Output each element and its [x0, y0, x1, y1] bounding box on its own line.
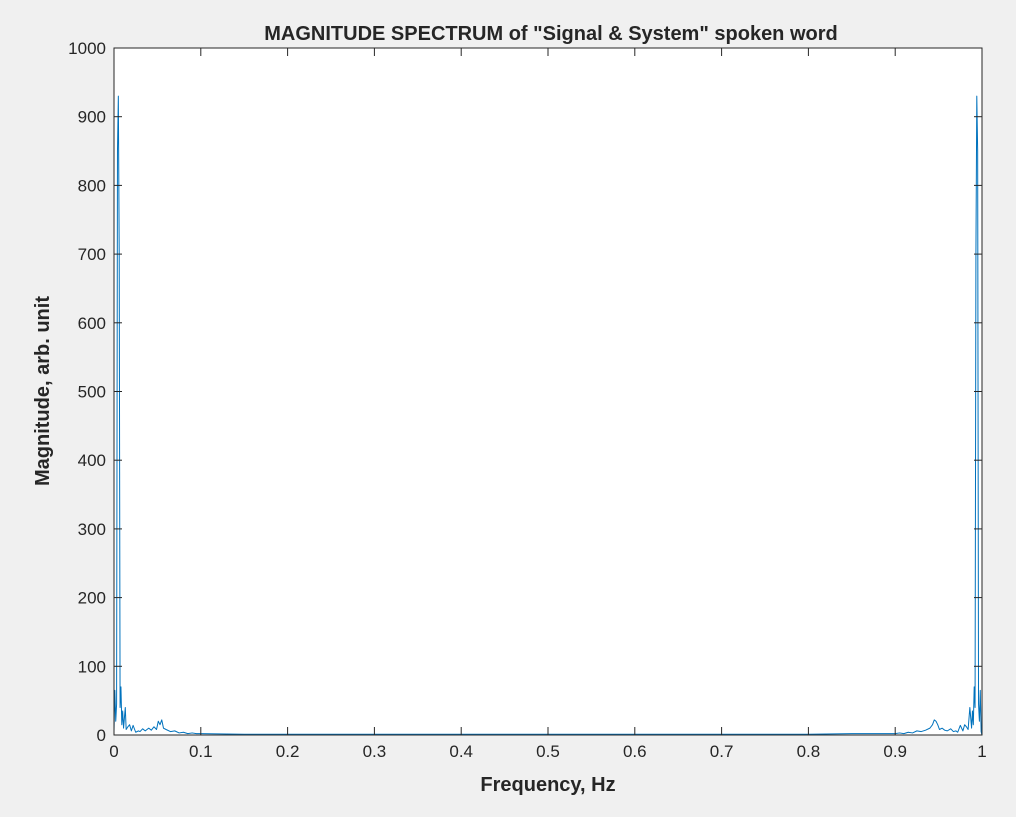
plot-area — [114, 48, 982, 735]
x-tick-label: 0.7 — [710, 742, 734, 761]
x-tick-label: 0.9 — [883, 742, 907, 761]
y-tick-label: 400 — [78, 451, 106, 470]
x-tick-label: 1 — [977, 742, 986, 761]
x-axis-label: Frequency, Hz — [480, 774, 615, 796]
y-tick-label: 300 — [78, 520, 106, 539]
x-tick-label: 0.4 — [449, 742, 473, 761]
x-tick-label: 0.1 — [189, 742, 213, 761]
ticks-layer: 0 0.1 0.2 0.3 0.4 0.5 0.6 0.7 0.8 0.9 1 0 100 200 300 4… — [68, 39, 987, 761]
x-tick-label: 0 — [109, 742, 118, 761]
x-tick-label: 0.6 — [623, 742, 647, 761]
y-axis-label: Magnitude, arb. unit — [32, 296, 54, 486]
y-tick-label: 900 — [78, 108, 106, 127]
y-tick-label: 1000 — [68, 39, 106, 58]
y-tick-label: 200 — [78, 589, 106, 608]
y-tick-label: 700 — [78, 245, 106, 264]
y-tick-label: 500 — [78, 383, 106, 402]
y-tick-label: 800 — [78, 176, 106, 195]
x-tick-label: 0.3 — [363, 742, 387, 761]
y-tick-label: 600 — [78, 314, 106, 333]
x-tick-label: 0.2 — [276, 742, 300, 761]
x-tick-label: 0.5 — [536, 742, 560, 761]
x-tick-label: 0.8 — [797, 742, 821, 761]
y-tick-label: 100 — [78, 657, 106, 676]
chart-title: MAGNITUDE SPECTRUM of "Signal & System" … — [264, 23, 837, 45]
y-tick-label: 0 — [97, 726, 106, 745]
